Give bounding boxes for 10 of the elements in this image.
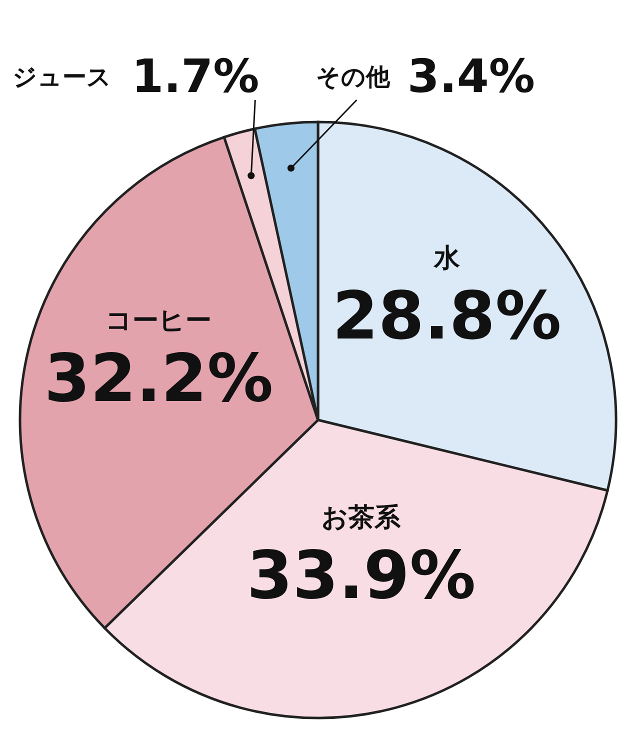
data-label: 33.9% — [246, 537, 476, 614]
data-label: 28.8% — [332, 278, 562, 355]
data-label: 3.4% — [407, 49, 535, 103]
slice-label: ジュース — [12, 63, 112, 91]
data-label: 32.2% — [44, 340, 274, 418]
slice-label: コーヒー — [106, 306, 212, 336]
slice-label: 水 — [432, 244, 461, 274]
data-label: 1.7% — [132, 49, 260, 103]
slice-label: お茶系 — [322, 503, 402, 534]
slice-label: その他 — [316, 63, 391, 91]
